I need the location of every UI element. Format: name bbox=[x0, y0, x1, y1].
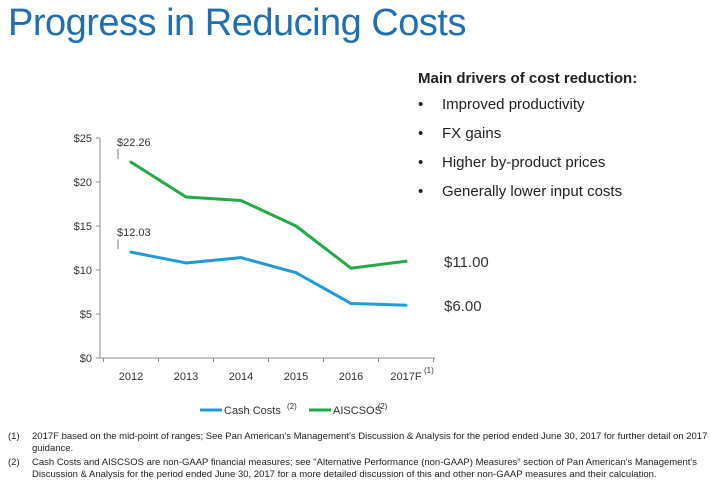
data-point bbox=[404, 303, 408, 307]
drivers-list: • Improved productivity • FX gains • Higher… bbox=[418, 96, 718, 212]
data-point bbox=[294, 224, 298, 228]
x-tick-label: 2013 bbox=[174, 371, 198, 383]
data-point bbox=[404, 259, 408, 263]
footnote: (2) Cash Costs and AISCSOS are non-GAAP … bbox=[8, 457, 720, 481]
y-tick-label: $25 bbox=[74, 133, 92, 145]
end-value-label: $11.00 bbox=[444, 254, 489, 271]
driver-item: • Higher by-product prices bbox=[418, 154, 718, 183]
cost-line-chart: $0 $5 $10 $15 $20 $25 2012 2013 2014 2015 2016 2017… bbox=[74, 133, 489, 417]
start-value-label: $12.03 bbox=[117, 227, 151, 239]
drivers-heading: Main drivers of cost reduction: bbox=[418, 70, 638, 87]
y-tick-label: $20 bbox=[74, 177, 92, 189]
bullet-icon: • bbox=[418, 125, 424, 142]
cost-drivers-panel: Main drivers of cost reduction: • Improve… bbox=[418, 70, 718, 212]
start-value-label: $22.26 bbox=[117, 137, 151, 149]
driver-item-label: Improved productivity bbox=[442, 96, 585, 113]
legend-superscript: (2) bbox=[378, 402, 388, 411]
data-point bbox=[239, 198, 243, 202]
page-title: Progress in Reducing Costs bbox=[8, 2, 467, 44]
data-point bbox=[129, 250, 133, 254]
series-line-cash-costs bbox=[130, 250, 407, 307]
x-tick-superscript: (1) bbox=[424, 366, 434, 375]
x-tick-label: 2015 bbox=[284, 371, 308, 383]
x-tick-label: 2014 bbox=[229, 371, 253, 383]
data-point bbox=[184, 195, 188, 199]
footnote: (1) 2017F based on the mid-point of rang… bbox=[8, 431, 720, 455]
legend-label: Cash Costs bbox=[224, 405, 281, 417]
bullet-icon: • bbox=[418, 96, 424, 113]
data-point bbox=[294, 271, 298, 275]
driver-item-label: FX gains bbox=[442, 125, 502, 142]
legend-superscript: (2) bbox=[287, 402, 297, 411]
driver-item: • Generally lower input costs bbox=[418, 183, 718, 212]
x-tick-label: 2012 bbox=[119, 371, 143, 383]
footnote-number: (1) bbox=[8, 431, 20, 442]
data-point bbox=[239, 256, 243, 260]
data-point bbox=[349, 301, 353, 305]
driver-item-label: Generally lower input costs bbox=[442, 183, 623, 200]
footnote-text: Cash Costs and AISCSOS are non-GAAP fina… bbox=[32, 457, 697, 480]
y-tick-label: $10 bbox=[74, 265, 92, 277]
bullet-icon: • bbox=[418, 154, 424, 171]
x-tick-label: 2017F bbox=[390, 371, 421, 383]
driver-item: • FX gains bbox=[418, 125, 718, 154]
legend-label: AISCSOS bbox=[333, 405, 382, 417]
driver-item: • Improved productivity bbox=[418, 96, 718, 125]
x-tick-label: 2016 bbox=[339, 371, 363, 383]
data-point bbox=[184, 261, 188, 265]
footnote-text: 2017F based on the mid-point of ranges; … bbox=[32, 431, 708, 454]
y-tick-label: $5 bbox=[80, 309, 92, 321]
end-value-label: $6.00 bbox=[444, 298, 482, 315]
y-tick-label: $0 bbox=[80, 353, 92, 365]
bullet-icon: • bbox=[418, 183, 424, 200]
data-point bbox=[349, 266, 353, 270]
footnote-number: (2) bbox=[8, 457, 20, 468]
footnotes: (1) 2017F based on the mid-point of rang… bbox=[8, 431, 720, 483]
series-line-aiscsos bbox=[130, 160, 407, 270]
data-point bbox=[129, 160, 133, 164]
driver-item-label: Higher by-product prices bbox=[442, 154, 606, 171]
y-tick-label: $15 bbox=[74, 221, 92, 233]
